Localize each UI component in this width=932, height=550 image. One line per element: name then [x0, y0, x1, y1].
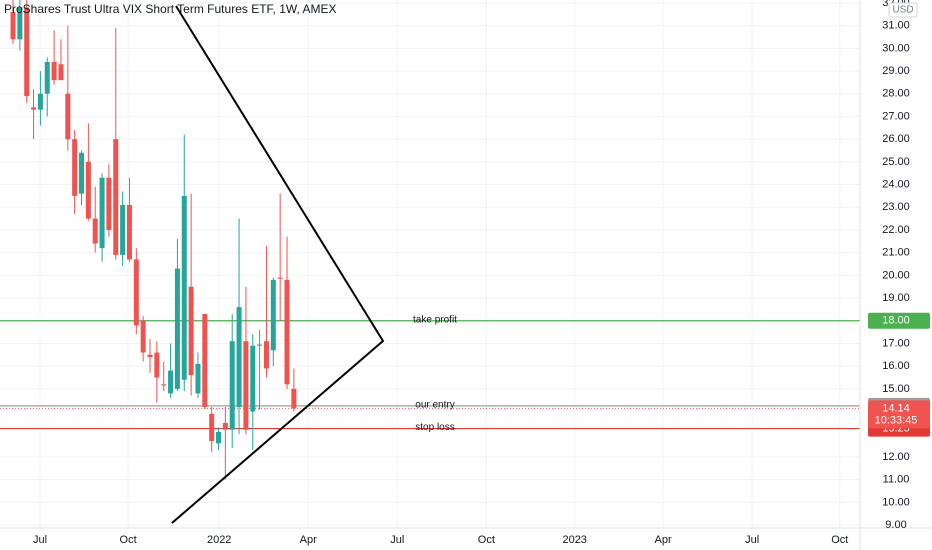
candle-body: [236, 307, 242, 408]
candle-body: [202, 313, 208, 408]
currency-box[interactable]: [888, 2, 918, 18]
candle-body: [44, 61, 50, 94]
grid: [0, 0, 860, 528]
axis: 9.00 10.00 11.00 12.00 15.00 16.00 17.00 18.00 1…: [33, 0, 930, 546]
y-tick-label: 17.00: [882, 337, 910, 349]
candle-body: [99, 177, 105, 249]
y-tick-label: 15.00: [882, 383, 910, 395]
y-tick-label: 29.00: [882, 65, 910, 77]
candle-body: [263, 341, 269, 369]
y-tick-label: 9.00: [885, 519, 906, 531]
y-tick-label: 27.00: [882, 110, 910, 122]
x-tick-label: 2023: [562, 534, 586, 546]
level-value: 18.00: [882, 315, 910, 327]
countdown: 10:33:45: [875, 414, 918, 426]
candle-body: [188, 286, 194, 376]
candle-body: [17, 7, 23, 40]
candle-body: [85, 161, 91, 219]
candle-body: [106, 177, 112, 230]
candle-body: [284, 279, 290, 385]
y-tick-label: 10.00: [882, 496, 910, 508]
candle-body: [92, 218, 98, 244]
candles: [10, 0, 297, 480]
candle-body: [133, 259, 139, 326]
x-tick-label: Oct: [120, 534, 137, 546]
triangle-drawing: [171, 5, 385, 524]
x-tick-label: Jul: [390, 534, 404, 546]
candle-body: [243, 341, 249, 430]
x-tick-label: Jul: [33, 534, 47, 546]
candle-body: [147, 354, 153, 358]
last-price-badge: [868, 400, 930, 429]
candle-body: [126, 204, 132, 260]
candle-body: [72, 139, 78, 196]
y-tick-label: 16.00: [882, 360, 910, 372]
y-tick-label: 12.00: [882, 451, 910, 463]
candle-body: [222, 422, 228, 430]
x-tick-label: Apr: [655, 534, 672, 546]
chart-title: ProShares Trust Ultra VIX Short Term Fut…: [4, 2, 337, 16]
candle-body: [37, 93, 43, 110]
y-tick-label: 21.00: [882, 247, 910, 259]
level-badge: [868, 312, 930, 329]
candle-body: [174, 268, 180, 389]
candle-body: [113, 139, 119, 255]
candle-body: [229, 341, 235, 430]
y-tick-label: 25.00: [882, 156, 910, 168]
level-name: take profit: [413, 314, 457, 325]
candle-body: [120, 204, 126, 255]
candle-body: [65, 93, 71, 140]
y-tick-label: 26.00: [882, 133, 910, 145]
candle-body: [216, 431, 222, 444]
x-tick-label: Jul: [745, 534, 759, 546]
candle-body: [140, 320, 146, 353]
y-tick-label: 24.00: [882, 178, 910, 190]
y-tick-label: 22.00: [882, 224, 910, 236]
candle-body: [250, 345, 256, 412]
candle-body: [270, 279, 276, 351]
y-tick-label: 28.00: [882, 88, 910, 100]
candle-body: [168, 370, 174, 394]
level-name: stop loss: [415, 422, 454, 433]
candle-body: [31, 107, 37, 110]
y-tick-label: 11.00: [883, 474, 910, 486]
candle-body: [24, 7, 30, 97]
levels: take profit our entry stop loss: [0, 314, 860, 433]
candle-body: [277, 277, 283, 279]
candle-body: [154, 352, 160, 378]
y-tick-label: 31.00: [882, 20, 910, 32]
x-tick-label: 2022: [207, 534, 231, 546]
candle-body: [58, 64, 64, 81]
candle-body: [51, 61, 57, 81]
x-tick-label: Oct: [831, 534, 848, 546]
x-tick-label: Oct: [478, 534, 495, 546]
currency[interactable]: USD: [892, 5, 913, 16]
y-tick-label: 30.00: [882, 42, 910, 54]
candle-body: [79, 152, 85, 194]
candle-body: [291, 388, 297, 409]
y-tick-label: 23.00: [882, 201, 910, 213]
candle-body: [10, 12, 16, 40]
candle-body: [161, 384, 167, 386]
candle-body: [209, 413, 215, 442]
y-tick-label: 20.00: [882, 269, 910, 281]
last-price-value: 14.14: [882, 402, 910, 414]
level-name: our entry: [415, 400, 454, 411]
candle-body: [181, 195, 187, 380]
y-tick-label: 19.00: [882, 292, 910, 304]
candle-body: [195, 363, 201, 394]
x-tick-label: Apr: [300, 534, 317, 546]
candle-body: [257, 344, 263, 346]
